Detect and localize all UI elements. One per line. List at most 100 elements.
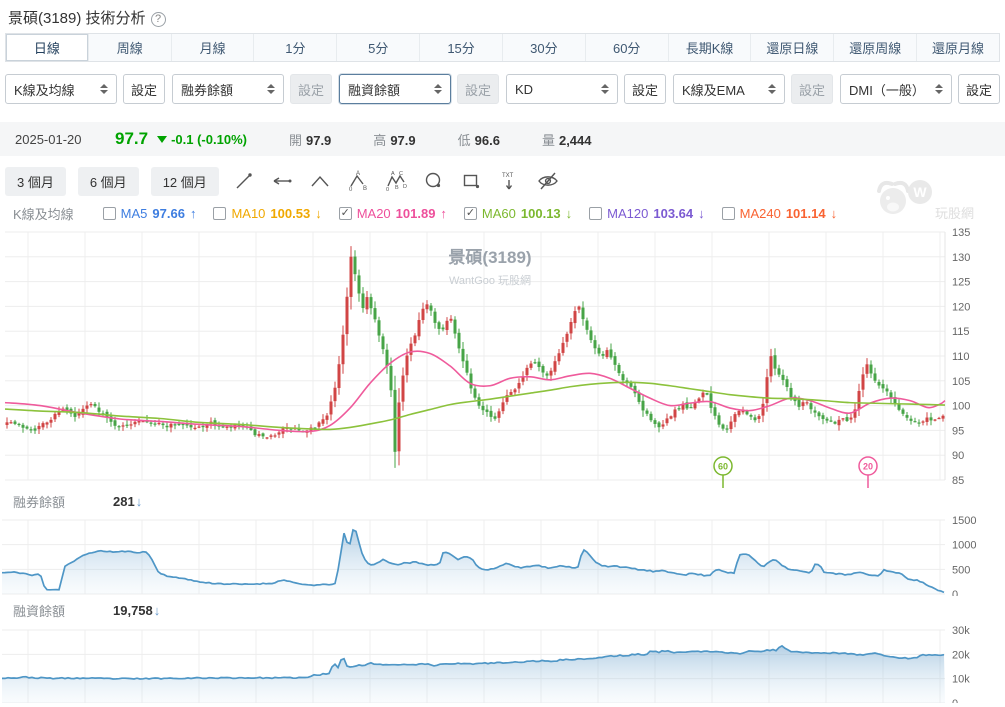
svg-text:B: B — [363, 186, 367, 192]
svg-text:500: 500 — [952, 564, 970, 576]
legend-title: K線及均線 — [13, 206, 74, 222]
tab-monthly[interactable]: 月線 — [170, 34, 254, 61]
svg-text:130: 130 — [952, 252, 970, 264]
svg-text:1000: 1000 — [952, 540, 976, 552]
tab-adjusted-monthly[interactable]: 還原月線 — [916, 34, 999, 61]
svg-text:60: 60 — [718, 462, 728, 472]
select-arrows-icon — [267, 84, 275, 94]
quote-price: 97.7 — [115, 129, 149, 148]
svg-text:120: 120 — [952, 301, 970, 313]
checkbox-icon[interactable]: ✓ — [463, 206, 477, 220]
ma60-toggle[interactable]: ✓ MA60 100.13 ↓ — [463, 205, 573, 221]
quote-high: 高 97.9 — [373, 132, 416, 148]
tab-adjusted-daily[interactable]: 還原日線 — [750, 34, 833, 61]
angle-line-icon[interactable] — [307, 168, 333, 194]
svg-text:景碩(3189): 景碩(3189) — [448, 248, 531, 267]
page-title: 景碩(3189) 技術分析 — [8, 10, 146, 27]
trend-line-icon[interactable] — [231, 168, 257, 194]
tab-60min[interactable]: 60分 — [584, 34, 668, 61]
svg-text:B: B — [395, 185, 399, 191]
range-6month-button[interactable]: 6 個月 — [77, 166, 139, 196]
range-12month-button[interactable]: 12 個月 — [150, 166, 219, 196]
checkbox-icon[interactable] — [213, 206, 227, 220]
settings-button-0[interactable]: 設定 — [123, 74, 165, 104]
svg-text:0: 0 — [952, 589, 958, 596]
select-kd[interactable]: KD — [506, 74, 618, 104]
tab-adjusted-weekly[interactable]: 還原周線 — [833, 34, 916, 61]
svg-text:85: 85 — [952, 475, 964, 487]
svg-text:135: 135 — [952, 227, 970, 239]
short-balance-header: 融券餘額 281 ↓ — [0, 490, 1005, 510]
select-kline-ma[interactable]: K線及均線 — [5, 74, 117, 104]
rectangle-tool-icon[interactable] — [459, 168, 485, 194]
circle-tool-icon[interactable] — [421, 168, 447, 194]
tab-1min[interactable]: 1分 — [253, 34, 336, 61]
ma20-toggle[interactable]: ✓ MA20 101.89 ↑ — [338, 205, 447, 221]
abcd-pattern-icon[interactable]: 0 A B C D — [383, 168, 409, 194]
quote-change: -0.1 (-0.10%) — [171, 131, 247, 147]
settings-button-5[interactable]: 設定 — [958, 74, 1000, 104]
svg-text:20: 20 — [863, 462, 873, 472]
margin-balance-header: 融資餘額 19,758 ↓ — [0, 596, 1005, 619]
panel-label: 融資餘額 — [13, 603, 66, 619]
tab-weekly[interactable]: 周線 — [87, 34, 171, 61]
horizontal-line-icon[interactable] — [269, 168, 295, 194]
svg-text:30k: 30k — [952, 625, 970, 637]
select-margin-balance[interactable]: 融資餘額 — [339, 74, 451, 104]
quote-date: 2025-01-20 — [15, 131, 82, 147]
ma5-toggle[interactable]: MA5 97.66 ↑ — [102, 206, 196, 221]
abc-pattern-icon[interactable]: 0 A B — [345, 168, 371, 194]
candlestick-chart[interactable]: 85 90 95 100 105 110 115 120 125 130 135 景碩(3189) Wa… — [0, 222, 1005, 490]
down-triangle-icon — [157, 135, 168, 143]
tab-5min[interactable]: 5分 — [336, 34, 419, 61]
range-3month-button[interactable]: 3 個月 — [5, 166, 66, 196]
select-short-balance[interactable]: 融券餘額 — [172, 74, 284, 104]
ma240-toggle[interactable]: MA240 101.14 ↓ — [721, 206, 837, 221]
svg-text:100: 100 — [952, 401, 970, 413]
down-arrow: ↓ — [153, 602, 161, 618]
ma120-toggle[interactable]: MA120 103.64 ↓ — [589, 206, 705, 221]
panel-label: 融券餘額 — [13, 495, 66, 510]
hide-drawings-icon[interactable] — [535, 168, 561, 194]
indicator-bar: K線及均線 設定 融券餘額 設定 融資餘額 設定 KD 設定 K線及EMA 設定… — [5, 74, 1000, 104]
tab-long-term-k[interactable]: 長期K線 — [667, 34, 751, 61]
tab-daily[interactable]: 日線 — [6, 34, 88, 61]
panel-value: 19,758 — [113, 602, 153, 618]
svg-text:0: 0 — [349, 187, 353, 192]
select-dmi[interactable]: DMI（一般） — [840, 74, 952, 104]
period-tabs: 日線 周線 月線 1分 5分 15分 30分 60分 長期K線 還原日線 還原周… — [5, 33, 1000, 62]
svg-text:110: 110 — [952, 351, 970, 363]
svg-text:10k: 10k — [952, 674, 970, 686]
settings-button-3[interactable]: 設定 — [624, 74, 666, 104]
checkbox-icon[interactable] — [102, 206, 116, 220]
settings-button-2[interactable]: 設定 — [457, 74, 499, 104]
select-arrows-icon — [434, 84, 442, 94]
margin-balance-chart[interactable]: 30k 20k 10k 0 — [0, 618, 1005, 703]
text-note-icon[interactable]: TXT — [497, 168, 523, 194]
quote-bar: 2025-01-20 97.7 -0.1 (-0.10%) 開 97.9 高 97.… — [0, 122, 1005, 156]
quote-low: 低 96.6 — [457, 132, 500, 148]
select-kline-ema[interactable]: K線及EMA — [673, 74, 785, 104]
svg-text:A: A — [356, 171, 360, 177]
tab-15min[interactable]: 15分 — [419, 34, 502, 61]
settings-button-4[interactable]: 設定 — [791, 74, 833, 104]
svg-text:D: D — [403, 184, 407, 190]
down-arrow: ↓ — [135, 494, 143, 509]
quote-volume: 量 2,444 — [541, 132, 592, 148]
ma-legend: K線及均線 MA5 97.66 ↑ MA10 100.53 ↓ ✓ MA20 101.89 ↑… — [13, 204, 1005, 222]
checkbox-icon[interactable] — [721, 206, 735, 220]
short-balance-chart[interactable]: 1500 1000 500 0 — [0, 510, 1005, 596]
select-arrows-icon — [100, 84, 108, 94]
svg-text:1500: 1500 — [952, 515, 976, 527]
chart-toolbar: 3 個月 6 個月 12 個月 0 A B 0 A B C D TXT — [0, 166, 1005, 196]
quote-open: 開 97.9 — [288, 132, 332, 148]
svg-text:TXT: TXT — [502, 173, 514, 179]
checkbox-icon[interactable] — [589, 206, 603, 220]
svg-text:95: 95 — [952, 425, 964, 437]
svg-text:0: 0 — [952, 698, 958, 703]
help-icon[interactable]: ? — [150, 12, 166, 27]
checkbox-icon[interactable]: ✓ — [338, 206, 352, 220]
tab-30min[interactable]: 30分 — [501, 34, 585, 61]
ma10-toggle[interactable]: MA10 100.53 ↓ — [213, 206, 322, 221]
settings-button-1[interactable]: 設定 — [290, 74, 332, 104]
